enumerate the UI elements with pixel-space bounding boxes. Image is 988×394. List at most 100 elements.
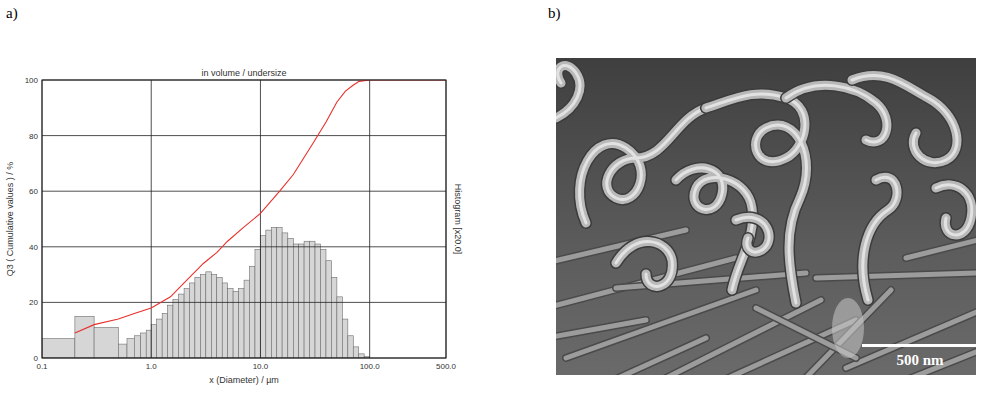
grid (42, 80, 446, 358)
coil-highlight (852, 75, 957, 162)
fiber-shadow (886, 348, 976, 375)
histogram-bar (146, 330, 151, 358)
coil (863, 177, 897, 300)
histogram-bar (239, 289, 244, 359)
coil-highlight (863, 177, 897, 300)
y-tick-label: 0 (34, 354, 39, 363)
histogram-bar (282, 233, 288, 358)
histogram-bar (266, 230, 272, 358)
chart: 0.1 1.0 10.0 100.0 500.0 0 20 40 60 80 100 in volum… (5, 68, 463, 385)
coil (616, 242, 672, 287)
fiber (886, 348, 976, 375)
lines (75, 80, 446, 333)
coil-shadow (786, 85, 887, 142)
histogram-bar (127, 339, 134, 358)
fiber-shadow (556, 320, 646, 338)
histogram-bar (326, 261, 332, 358)
x-tick-label: 500.0 (436, 362, 457, 371)
y-tick-label: 60 (29, 187, 38, 196)
histogram-bar (200, 275, 205, 358)
histogram-bar (244, 280, 249, 358)
x-tick-label: 0.1 (36, 362, 48, 371)
histogram-bar (260, 236, 265, 358)
histogram-bar (134, 336, 140, 358)
histogram-bar (255, 250, 260, 358)
y-tick-label: 100 (25, 76, 39, 85)
histogram-bar (179, 294, 185, 358)
x-tick-label: 1.0 (146, 362, 158, 371)
figure: 0.1 1.0 10.0 100.0 500.0 0 20 40 60 80 100 in volum… (0, 0, 988, 394)
histogram-bar (189, 283, 194, 358)
cumulative-line (75, 80, 446, 333)
plot-background (42, 80, 446, 358)
histogram-bar (118, 344, 127, 358)
histogram-bar (233, 291, 238, 358)
histogram-bar (299, 244, 304, 358)
histogram-bar (288, 238, 294, 358)
cluster (832, 298, 864, 358)
fiber-shadow (646, 300, 821, 375)
y-tick-label: 40 (29, 243, 38, 252)
x-tick-label: 100.0 (360, 362, 381, 371)
histogram-bar (94, 327, 118, 358)
coil (676, 168, 753, 290)
coil-shadow (736, 217, 769, 252)
grid-line-y (42, 246, 446, 247)
fiber (556, 320, 646, 338)
coil (936, 185, 972, 235)
grid-line-y (42, 302, 446, 303)
coil-shadow (676, 168, 753, 290)
coil (736, 217, 769, 252)
chart-title: in volume / undersize (201, 68, 286, 78)
panel-label: a) (6, 5, 18, 22)
coil-shadow (556, 66, 580, 118)
histogram-bar (353, 347, 358, 358)
histogram-bar (162, 314, 167, 358)
histogram-bar (228, 289, 233, 359)
fiber (646, 300, 821, 375)
histogram-bar (348, 336, 353, 358)
histogram-bar (310, 241, 315, 358)
histogram-bar (151, 325, 156, 358)
histogram-bar (222, 283, 227, 358)
x-tick-label: 10.0 (253, 362, 269, 371)
histogram-bar (42, 339, 75, 358)
panel-label: b) (548, 5, 561, 22)
x-axis-title: x (Diameter) / µm (209, 375, 279, 385)
y-tick-label: 80 (29, 132, 38, 141)
histogram-bar (206, 272, 212, 358)
histogram-bar (211, 275, 216, 358)
coil (556, 66, 580, 118)
grid-line-x (369, 80, 370, 358)
y2-axis-title: Histogram [x20.0] (453, 184, 463, 255)
histogram-bar (331, 277, 336, 358)
histogram-bar (359, 354, 364, 358)
coil-shadow (852, 75, 957, 162)
histogram-bar (304, 241, 310, 358)
histogram-bar (249, 266, 254, 358)
grid-line-x (260, 80, 261, 358)
sem-image: 500 nm (556, 58, 976, 375)
coil-shadow (863, 177, 897, 300)
coil-highlight (936, 185, 972, 235)
histogram-bar (75, 316, 94, 358)
scale-bar-label: 500 nm (896, 352, 944, 368)
histogram-bar (141, 333, 147, 358)
histogram-bar (337, 297, 342, 358)
histogram-bar (195, 277, 201, 358)
fiber (906, 238, 976, 258)
grid-line-y (42, 191, 446, 192)
y-axis-title: Q3 ( Cumulative values ) / % (5, 162, 15, 277)
scale-bar (862, 344, 976, 347)
grid-line-y (42, 135, 446, 136)
coil-shadow (616, 242, 672, 287)
y-tick-label: 20 (29, 298, 38, 307)
histogram-bar (315, 244, 321, 358)
coil-highlight (736, 217, 769, 252)
histogram-bar (293, 244, 298, 358)
fiber (816, 273, 976, 278)
frame (42, 80, 446, 358)
coil (786, 85, 887, 142)
coil-highlight (556, 66, 580, 118)
fiber-shadow (816, 273, 976, 278)
